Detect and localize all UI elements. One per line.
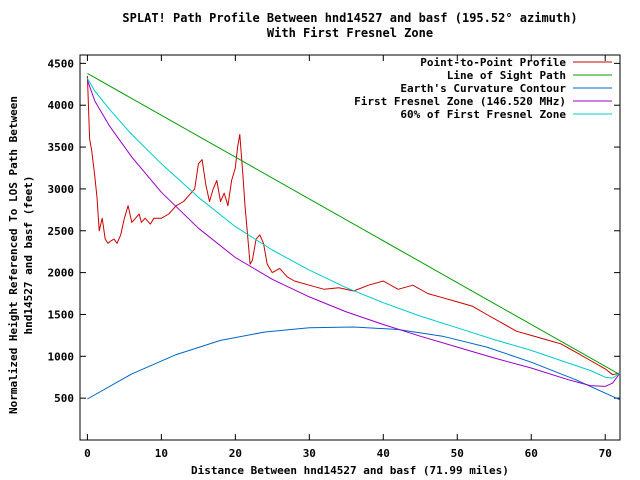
plot-area [79, 54, 621, 441]
y-axis-label-line2: hnd14527 and basf (feet) [22, 176, 35, 335]
y-tick-label: 2500 [48, 225, 75, 238]
y-tick-label: 500 [54, 392, 74, 405]
legend-label-sixty-percent-fresnel-zone: 60% of First Fresnel Zone [400, 108, 566, 121]
y-tick-label: 1000 [48, 350, 75, 363]
series-sixty-percent-fresnel-zone-line [86, 78, 621, 379]
legend-label-point-to-point-profile: Point-to-Point Profile [420, 56, 566, 69]
x-tick-label: 70 [599, 447, 612, 460]
legend-label-first-fresnel-zone: First Fresnel Zone (146.520 MHz) [354, 95, 566, 108]
y-tick-label: 4000 [48, 99, 75, 112]
x-tick-label: 50 [451, 447, 464, 460]
x-tick-label: 60 [525, 447, 538, 460]
legend-label-line-of-sight-path: Line of Sight Path [447, 69, 566, 82]
series-point-to-point-profile-line [86, 75, 621, 376]
x-tick-label: 10 [155, 447, 168, 460]
y-axis-ticks: 500 1000 1500 2000 2500 3000 3500 4000 4500 [48, 57, 620, 405]
y-tick-label: 2000 [48, 267, 75, 280]
chart-title: SPLAT! Path Profile Between hnd14527 and… [122, 11, 577, 25]
y-tick-label: 1500 [48, 308, 75, 321]
series-line-of-sight-path-line [87, 72, 621, 376]
x-tick-label: 30 [303, 447, 316, 460]
series-first-fresnel-zone-line [86, 79, 621, 387]
plot-frame [79, 54, 621, 441]
x-tick-label: 20 [229, 447, 242, 460]
series-earth-curvature-contour-line [87, 326, 621, 401]
y-tick-label: 3500 [48, 141, 75, 154]
y-tick-label: 4500 [48, 57, 75, 70]
x-axis-ticks: 0 10 20 30 40 50 60 70 [84, 55, 612, 460]
y-axis-label-line1: Normalized Height Referenced To LOS Path… [7, 96, 20, 414]
y-tick-label: 3000 [48, 183, 75, 196]
chart-subtitle: With First Fresnel Zone [267, 26, 433, 40]
legend-label-earth-curvature-contour: Earth's Curvature Contour [400, 82, 566, 95]
x-tick-label: 40 [377, 447, 390, 460]
series-group [86, 72, 621, 401]
x-tick-label: 0 [84, 447, 91, 460]
x-axis-label: Distance Between hnd14527 and basf (71.9… [191, 464, 509, 477]
